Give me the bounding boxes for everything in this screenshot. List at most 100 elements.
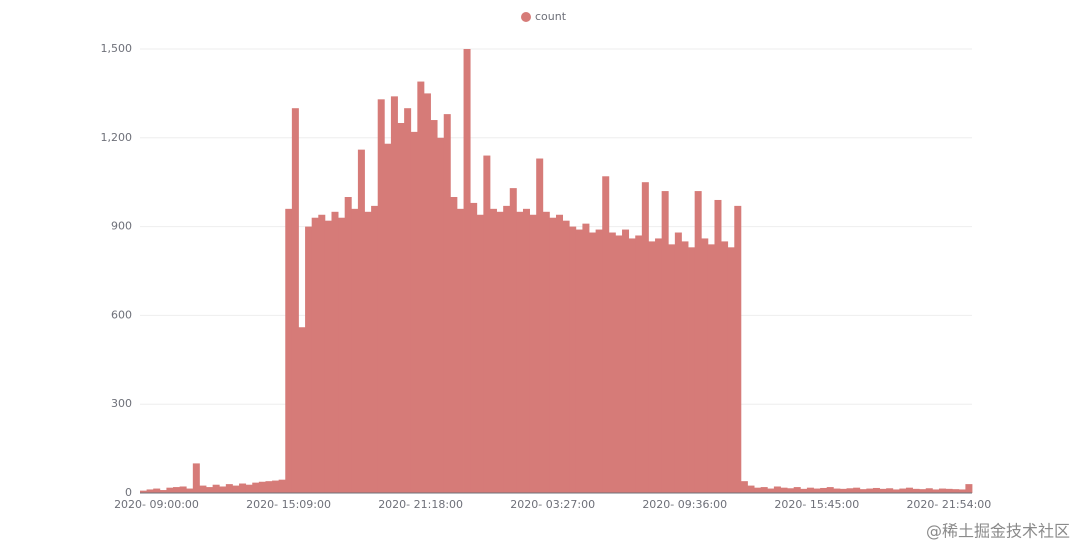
bar bbox=[245, 484, 253, 493]
bar bbox=[503, 205, 511, 493]
bar bbox=[351, 208, 359, 493]
legend-label[interactable]: count bbox=[535, 10, 567, 23]
bar bbox=[892, 489, 900, 493]
x-tick-label: 2020- 09:00:00 bbox=[114, 498, 199, 511]
bar bbox=[166, 487, 174, 493]
bar bbox=[912, 488, 920, 493]
bar bbox=[899, 488, 907, 493]
bar bbox=[522, 208, 530, 493]
bar bbox=[562, 220, 570, 493]
x-tick-label: 2020- 21:54:00 bbox=[906, 498, 991, 511]
bar bbox=[787, 488, 795, 493]
bar bbox=[635, 235, 643, 494]
bar bbox=[397, 123, 405, 493]
bar bbox=[298, 327, 306, 493]
bar bbox=[820, 487, 828, 493]
bar bbox=[516, 211, 524, 494]
bar bbox=[905, 487, 913, 493]
bar bbox=[252, 482, 260, 493]
bar bbox=[800, 488, 808, 493]
bar bbox=[622, 229, 630, 493]
bar bbox=[582, 223, 590, 493]
bar bbox=[866, 488, 874, 493]
bar bbox=[839, 488, 847, 493]
bar bbox=[919, 489, 927, 493]
bar bbox=[714, 199, 722, 493]
bar bbox=[456, 208, 464, 493]
bar bbox=[483, 155, 491, 493]
bar bbox=[615, 235, 623, 494]
bar bbox=[707, 244, 715, 493]
bar bbox=[747, 485, 755, 493]
bar bbox=[179, 486, 187, 493]
bar bbox=[648, 241, 656, 493]
bar bbox=[740, 481, 748, 493]
bar bbox=[641, 182, 649, 493]
bar bbox=[318, 214, 326, 493]
y-tick-label: 1,200 bbox=[101, 131, 133, 144]
bar bbox=[932, 489, 940, 493]
bar bbox=[496, 211, 504, 494]
bar bbox=[404, 108, 412, 493]
bar bbox=[536, 158, 544, 493]
bar bbox=[509, 188, 517, 493]
bar bbox=[886, 488, 894, 493]
bar bbox=[952, 489, 960, 493]
watermark: @稀土掘金技术社区 bbox=[926, 522, 1070, 541]
y-tick-label: 0 bbox=[125, 486, 132, 499]
bar bbox=[608, 232, 616, 493]
bar bbox=[364, 211, 372, 494]
bar bbox=[846, 488, 854, 493]
bar bbox=[232, 485, 240, 493]
bar bbox=[925, 488, 933, 493]
bar bbox=[655, 238, 663, 493]
bar bbox=[701, 238, 709, 493]
bar bbox=[806, 487, 814, 493]
bar bbox=[390, 96, 398, 494]
bar bbox=[225, 484, 233, 493]
bar bbox=[258, 481, 266, 493]
bar bbox=[549, 217, 557, 493]
bar bbox=[569, 226, 577, 493]
bar bbox=[859, 489, 867, 493]
bar bbox=[872, 487, 880, 493]
bar bbox=[793, 487, 801, 493]
bar bbox=[688, 247, 696, 493]
bar bbox=[153, 488, 161, 493]
bar bbox=[199, 485, 207, 493]
bar bbox=[773, 486, 781, 493]
bar bbox=[589, 232, 597, 493]
bar bbox=[324, 220, 332, 493]
bar bbox=[357, 149, 365, 493]
bar bbox=[417, 81, 425, 493]
bar bbox=[694, 191, 702, 493]
bar bbox=[377, 99, 385, 493]
x-tick-label: 2020- 03:27:00 bbox=[510, 498, 595, 511]
bar bbox=[239, 483, 247, 493]
bar bbox=[575, 229, 583, 493]
bar bbox=[344, 197, 352, 493]
bar bbox=[384, 143, 392, 493]
bar bbox=[146, 489, 154, 493]
bar bbox=[265, 481, 273, 493]
bar bbox=[965, 484, 973, 493]
bar bbox=[958, 489, 966, 493]
bar bbox=[754, 487, 762, 493]
bar bbox=[430, 120, 438, 493]
y-tick-label: 900 bbox=[111, 220, 132, 233]
bar bbox=[767, 488, 775, 493]
bar bbox=[463, 49, 471, 493]
bar bbox=[945, 488, 953, 493]
bar bbox=[206, 487, 214, 493]
bar bbox=[780, 487, 788, 493]
bar bbox=[470, 202, 478, 494]
bar bbox=[278, 479, 286, 493]
bar bbox=[595, 229, 603, 493]
bar bbox=[556, 214, 564, 493]
bar bbox=[668, 244, 676, 493]
bar bbox=[159, 490, 167, 493]
bar bbox=[476, 214, 484, 493]
bar bbox=[602, 176, 610, 493]
legend-marker bbox=[521, 12, 531, 22]
